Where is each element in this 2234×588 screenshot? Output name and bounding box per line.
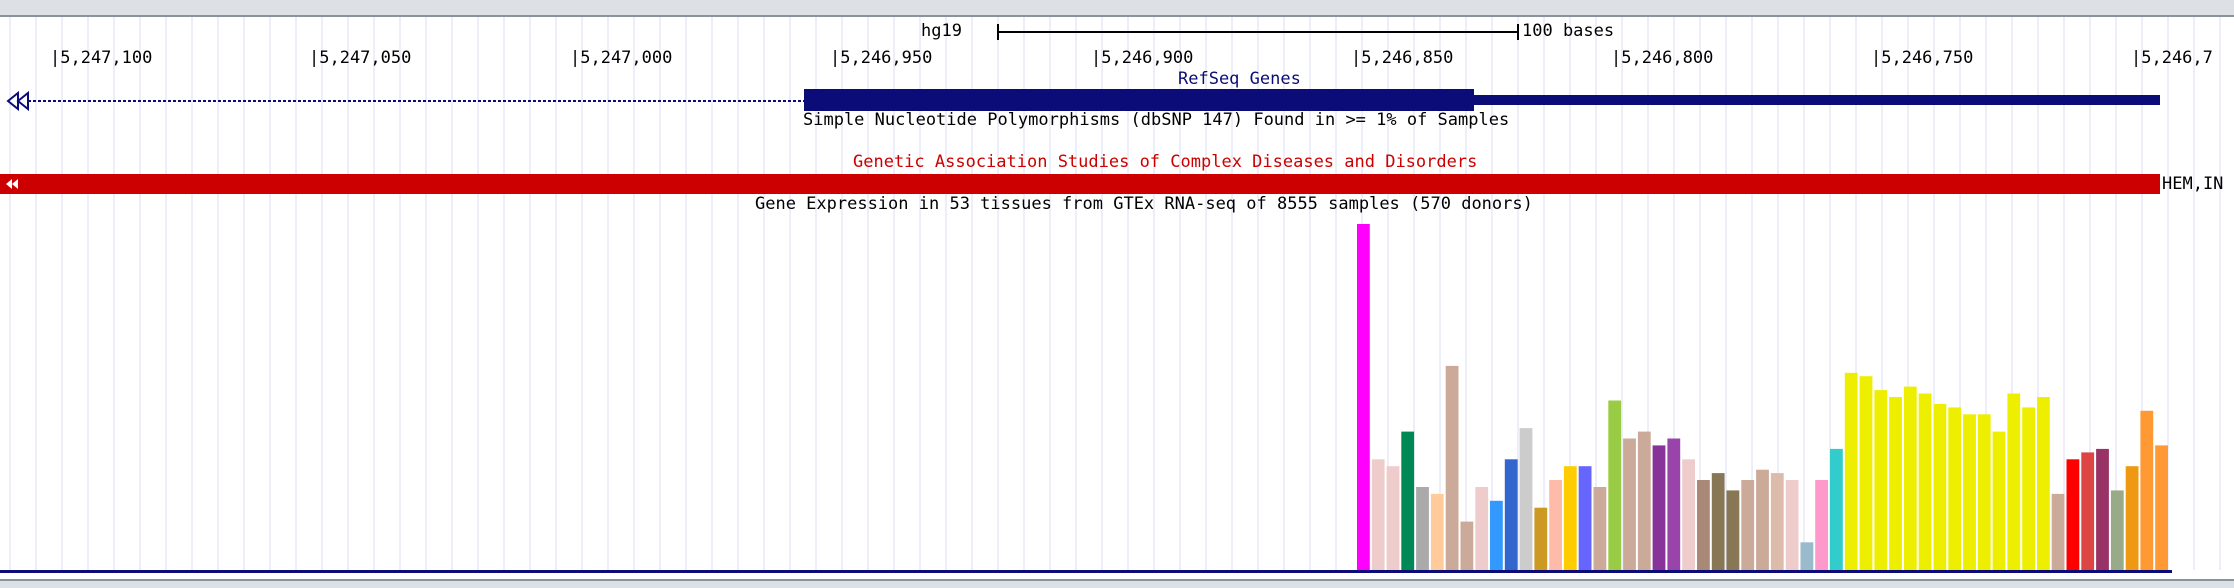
refseq-gene-feature[interactable] xyxy=(0,89,2234,113)
ruler-position-label: |5,246,900 xyxy=(1091,48,1194,68)
gtex-tissue-bar xyxy=(1637,431,1651,570)
gtex-tissue-bar xyxy=(1785,480,1799,570)
gtex-tissue-bar xyxy=(1578,466,1592,570)
gtex-expression-chart[interactable] xyxy=(0,17,2234,579)
gtex-tissue-bar xyxy=(1697,480,1710,570)
gtex-tissue-bar xyxy=(1770,473,1784,570)
gtex-tissue-bar xyxy=(2081,452,2095,570)
gad-feature-label: HEM,IN xyxy=(2162,174,2224,194)
gtex-tissue-bar xyxy=(1608,400,1622,570)
gad-track-title[interactable]: Genetic Association Studies of Complex D… xyxy=(853,152,1478,172)
assembly-label: hg19 xyxy=(921,21,962,41)
gtex-tissue-bar xyxy=(1667,438,1681,570)
ruler-position-label: |5,247,100 xyxy=(50,48,153,68)
gtex-tissue-bar xyxy=(1475,487,1489,570)
gtex-tissue-bar xyxy=(1682,459,1695,570)
scale-bar xyxy=(997,24,1519,40)
gtex-tissue-bar xyxy=(1948,407,1962,570)
gtex-tissue-bar xyxy=(1549,480,1562,570)
gtex-tissue-bar xyxy=(2140,410,2154,570)
gtex-tissue-bar xyxy=(1756,469,1769,570)
ruler-position-label: |5,246,800 xyxy=(1611,48,1714,68)
gtex-tissue-bar xyxy=(1490,500,1503,570)
refseq-track-title[interactable]: RefSeq Genes xyxy=(1178,69,1301,89)
gtex-tissue-bar xyxy=(1859,376,1873,570)
gtex-tissue-bar xyxy=(1963,414,1976,570)
gtex-tissue-bar xyxy=(1504,459,1518,570)
gtex-tissue-bar xyxy=(1889,397,1902,570)
ruler-position-label: |5,246,750 xyxy=(1871,48,1974,68)
gtex-tissue-bar xyxy=(2066,459,2080,570)
gtex-tissue-bar xyxy=(1815,480,1828,570)
gtex-tissue-bar xyxy=(1741,480,1755,570)
gtex-tissue-bar xyxy=(1534,507,1548,570)
snp-track-title[interactable]: Simple Nucleotide Polymorphisms (dbSNP 1… xyxy=(803,110,1510,130)
gtex-tissue-bar xyxy=(2110,490,2124,570)
ruler-position-label: |5,246,850 xyxy=(1351,48,1454,68)
gtex-tissue-bar xyxy=(2022,407,2035,570)
gtex-tissue-bar xyxy=(1519,428,1533,570)
ruler-position-label: |5,246,7 xyxy=(2131,48,2213,68)
ruler-position-label: |5,247,000 xyxy=(570,48,673,68)
gtex-tissue-bar xyxy=(1460,521,1474,570)
gtex-tissue-bar xyxy=(1903,386,1917,570)
gtex-tissue-bar xyxy=(1401,431,1415,570)
gtex-track-title[interactable]: Gene Expression in 53 tissues from GTEx … xyxy=(755,194,1533,214)
gtex-tissue-bar xyxy=(1992,431,2006,570)
gtex-tissue-bar xyxy=(1711,473,1725,570)
gtex-tissue-bar xyxy=(1800,542,1814,570)
ruler-position-label: |5,247,050 xyxy=(309,48,412,68)
gtex-tissue-bar xyxy=(1357,224,1370,570)
gtex-tissue-bar xyxy=(1416,487,1429,570)
gtex-tissue-bar xyxy=(1830,448,1843,570)
genome-browser-image[interactable]: hg19 100 bases |5,247,100 |5,247,050 |5,… xyxy=(0,15,2234,581)
gtex-tissue-bar xyxy=(1977,414,1991,570)
gtex-tissue-bar xyxy=(2155,445,2168,570)
bottom-baseline xyxy=(0,570,2172,573)
gtex-tissue-bar xyxy=(1874,390,1888,570)
gtex-tissue-bar xyxy=(1726,490,1740,570)
gtex-tissue-bar xyxy=(1563,466,1577,570)
gtex-tissue-bar xyxy=(2007,393,2021,570)
gtex-tissue-bar xyxy=(1652,445,1666,570)
scale-label: 100 bases xyxy=(1522,21,1615,41)
gtex-tissue-bar xyxy=(1933,403,1947,570)
gtex-tissue-bar xyxy=(1371,459,1385,570)
gtex-tissue-bar xyxy=(2125,466,2139,570)
gtex-tissue-bar xyxy=(2096,448,2109,570)
gtex-tissue-bar xyxy=(2037,397,2050,570)
gtex-tissue-bar xyxy=(1918,393,1932,570)
gtex-tissue-bar xyxy=(1593,487,1607,570)
gad-feature-bar[interactable] xyxy=(0,174,2160,194)
gtex-tissue-bar xyxy=(1623,438,1636,570)
gtex-tissue-bar xyxy=(2051,493,2065,570)
base-grid-lines xyxy=(9,17,2221,570)
ruler-position-label: |5,246,950 xyxy=(830,48,933,68)
gtex-tissue-bar xyxy=(1844,372,1858,570)
gtex-tissue-bar xyxy=(1445,365,1459,570)
gtex-tissue-bar xyxy=(1386,466,1400,570)
gtex-tissue-bar xyxy=(1430,493,1444,570)
